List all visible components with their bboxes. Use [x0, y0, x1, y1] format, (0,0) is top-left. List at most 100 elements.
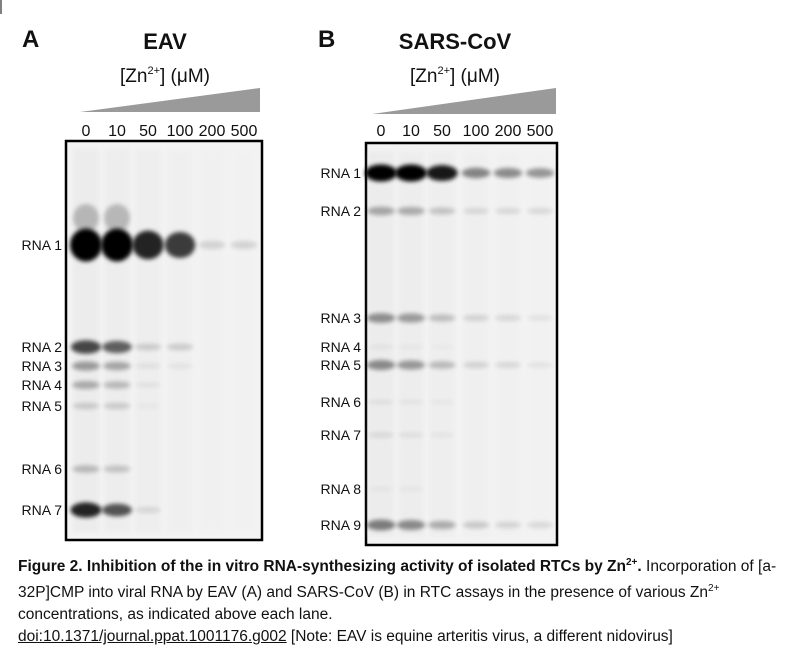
band	[134, 363, 162, 369]
caption: Figure 2. Inhibition of the in vitro RNA…	[18, 552, 798, 648]
concentration-superscript: 2+	[147, 65, 160, 77]
band-label: RNA 9	[321, 517, 362, 533]
panel: A EAV [Zn2+] (μM) 0 10 50 100 200 500 RNA 1 RNA 2 R…	[22, 26, 264, 542]
band	[462, 207, 490, 215]
doi-link[interactable]: doi:10.1371/journal.ppat.1001176.g002	[18, 628, 287, 646]
lane-label: 10	[108, 123, 126, 140]
band	[132, 230, 164, 260]
band	[526, 207, 554, 215]
lane-smear	[398, 151, 424, 537]
lane-label: 500	[527, 123, 554, 140]
lane-label: 0	[82, 123, 91, 140]
band	[429, 344, 455, 349]
lane-label: 50	[433, 123, 451, 140]
band-label: RNA 2	[321, 203, 362, 219]
panel-letter: A	[22, 26, 39, 53]
band-label: RNA 1	[22, 237, 63, 253]
lane-smear	[495, 151, 521, 537]
band	[367, 206, 395, 216]
band	[166, 343, 194, 351]
band	[525, 168, 555, 178]
band	[428, 520, 456, 530]
band	[134, 382, 162, 388]
band	[493, 167, 523, 179]
band	[428, 314, 456, 322]
band	[166, 363, 194, 369]
band	[398, 486, 424, 491]
band	[230, 240, 258, 250]
band	[428, 207, 456, 215]
band-label: RNA 4	[22, 377, 63, 393]
band	[398, 344, 424, 349]
band	[103, 402, 131, 410]
lane-label: 100	[463, 123, 490, 140]
band	[70, 340, 102, 354]
band	[366, 313, 396, 323]
lane-smear	[135, 149, 161, 532]
gradient-triangle	[80, 88, 260, 112]
caption-note: [Note: EAV is equine arteritis virus, a …	[286, 628, 673, 646]
band	[526, 315, 554, 321]
band	[367, 432, 395, 438]
band-label: RNA 1	[321, 165, 362, 181]
band	[526, 521, 554, 529]
lane-smear	[429, 151, 455, 537]
concentration-prefix: [Zn	[410, 66, 437, 87]
band	[428, 361, 456, 369]
gradient-triangle	[372, 88, 556, 114]
caption-title: Figure 2. Inhibition of the in vitro RNA…	[18, 558, 626, 576]
superscript: 2+	[708, 583, 720, 595]
lane-label: 200	[495, 123, 522, 140]
band-label: RNA 5	[321, 357, 362, 373]
band	[367, 399, 395, 405]
band-label: RNA 6	[22, 461, 63, 477]
lane-smear	[199, 149, 225, 532]
concentration-superscript: 2+	[437, 65, 450, 77]
band	[396, 519, 426, 531]
band	[462, 361, 490, 369]
band	[426, 165, 458, 181]
panel-title: EAV	[143, 29, 187, 54]
band	[70, 502, 102, 518]
band	[396, 313, 426, 323]
band	[462, 521, 490, 529]
concentration-label: [Zn2+] (μM)	[120, 65, 210, 87]
band-label: RNA 5	[22, 398, 63, 414]
lane-label: 0	[377, 123, 386, 140]
band	[102, 340, 132, 354]
panel: B SARS-CoV [Zn2+] (μM) 0 10 50 100 200 500 RNA 1 R…	[318, 26, 559, 547]
caption-text-end: concentrations, as indicated above each …	[18, 606, 333, 624]
band-smear	[73, 204, 99, 232]
band-smear	[104, 204, 130, 232]
band	[102, 503, 132, 517]
lane-label: 500	[231, 123, 258, 140]
band	[428, 432, 456, 438]
band	[103, 381, 131, 389]
band-label: RNA 2	[22, 339, 63, 355]
band	[494, 361, 522, 369]
lane-label: 10	[402, 123, 420, 140]
lane-smear	[463, 151, 489, 537]
band	[494, 521, 522, 529]
caption-bold: Figure 2. Inhibition of the in vitro RNA…	[18, 557, 642, 576]
band	[72, 465, 100, 473]
band	[395, 164, 427, 182]
band	[72, 380, 100, 390]
band-label: RNA 8	[321, 481, 362, 497]
lane-label: 50	[139, 123, 157, 140]
concentration-prefix: [Zn	[120, 66, 147, 87]
lane-label: 200	[199, 123, 226, 140]
band	[135, 403, 161, 408]
band	[134, 506, 162, 514]
band	[368, 486, 394, 491]
lane-smear	[368, 151, 394, 537]
band	[164, 232, 196, 258]
caption-title-end: .	[637, 558, 642, 576]
lane-smear	[167, 149, 193, 532]
lane-label: 100	[167, 123, 194, 140]
band-label: RNA 6	[321, 394, 362, 410]
concentration-suffix: ] (μM)	[160, 66, 210, 87]
band	[134, 343, 162, 351]
